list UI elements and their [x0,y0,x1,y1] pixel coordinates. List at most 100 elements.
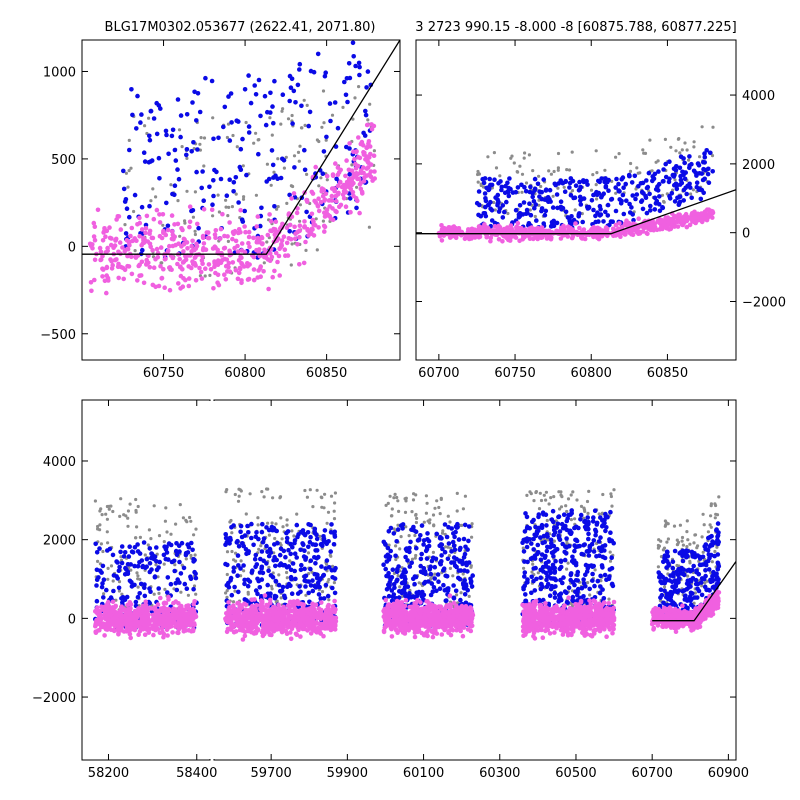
gray-point [518,164,522,168]
blue-point [460,561,465,566]
pink-point [372,176,378,181]
pink-point [309,211,315,217]
blue-point [132,563,137,569]
blue-point [323,70,329,75]
pink-point [662,219,668,225]
pink-point [278,623,284,629]
blue-point [147,600,152,606]
pink-point [162,620,168,626]
blue-point [240,136,245,142]
blue-point [164,132,169,138]
blue-point [121,186,127,192]
blue-point [608,219,614,224]
pink-point [159,275,165,281]
pink-point [225,626,231,632]
gray-point [106,566,110,571]
blue-point [249,521,254,527]
blue-point [303,555,309,560]
blue-point [194,118,199,123]
blue-point [648,203,653,209]
pink-point [161,228,166,234]
pink-point [178,264,183,270]
blue-point [418,533,423,538]
blue-point [486,186,492,192]
blue-point [354,205,359,211]
pink-point [297,608,303,614]
pink-point [313,164,319,170]
blue-point [228,91,234,96]
gray-point [134,510,138,514]
blue-point [129,584,135,589]
blue-point [224,539,230,545]
blue-point [656,169,661,174]
pink-point [326,198,332,203]
blue-point [229,592,235,598]
blue-point [177,559,182,565]
gray-point [333,491,337,495]
pink-point [343,173,348,179]
blue-point [350,40,356,46]
blue-point [500,215,506,220]
points [93,487,722,642]
gray-point [539,184,543,189]
blue-point [568,176,574,181]
blue-point [174,552,180,557]
blue-point [322,73,328,79]
blue-point [593,219,598,225]
blue-point [545,195,550,200]
pink-point [515,220,521,226]
gray-point [493,208,497,212]
blue-point [672,199,678,204]
gray-point [455,593,459,597]
pink-point [242,224,247,229]
gray-point [523,151,527,155]
pink-point [127,612,133,617]
pink-point [351,149,356,154]
blue-point [567,185,572,190]
blue-point [636,184,641,189]
blue-point [430,589,436,594]
pink-point [275,618,281,624]
gray-point [225,135,229,140]
blue-point [463,544,468,550]
pink-point [160,608,166,614]
blue-point [229,120,234,125]
blue-point [663,174,669,180]
gray-point [515,170,519,174]
pink-point [309,619,315,624]
pink-point [270,274,276,280]
pink-point [108,257,113,262]
pink-point [183,257,189,263]
pink-point [488,238,493,244]
blue-point [257,585,263,590]
blue-point [552,181,558,187]
blue-point [661,167,666,172]
pink-point [565,224,571,229]
pink-point [165,633,170,638]
gray-point [268,116,272,120]
blue-point [405,584,411,589]
pink-point [181,241,187,247]
blue-point [652,171,658,177]
gray-point [424,511,428,515]
blue-point [449,549,454,554]
pink-point [461,232,467,237]
blue-point [701,159,706,165]
gray-point [298,144,302,148]
blue-point [661,178,666,184]
gray-point [318,534,322,539]
blue-point [156,155,162,161]
pink-point [256,247,262,252]
gray-point [669,145,673,149]
blue-point [293,100,298,105]
blue-point [246,550,251,556]
blue-point [129,87,134,92]
blue-point [466,538,471,544]
pink-point [265,257,271,262]
pink-point [246,234,252,240]
pink-point [116,632,121,637]
gray-point [239,489,243,493]
blue-point [193,575,199,581]
blue-point [496,199,501,205]
